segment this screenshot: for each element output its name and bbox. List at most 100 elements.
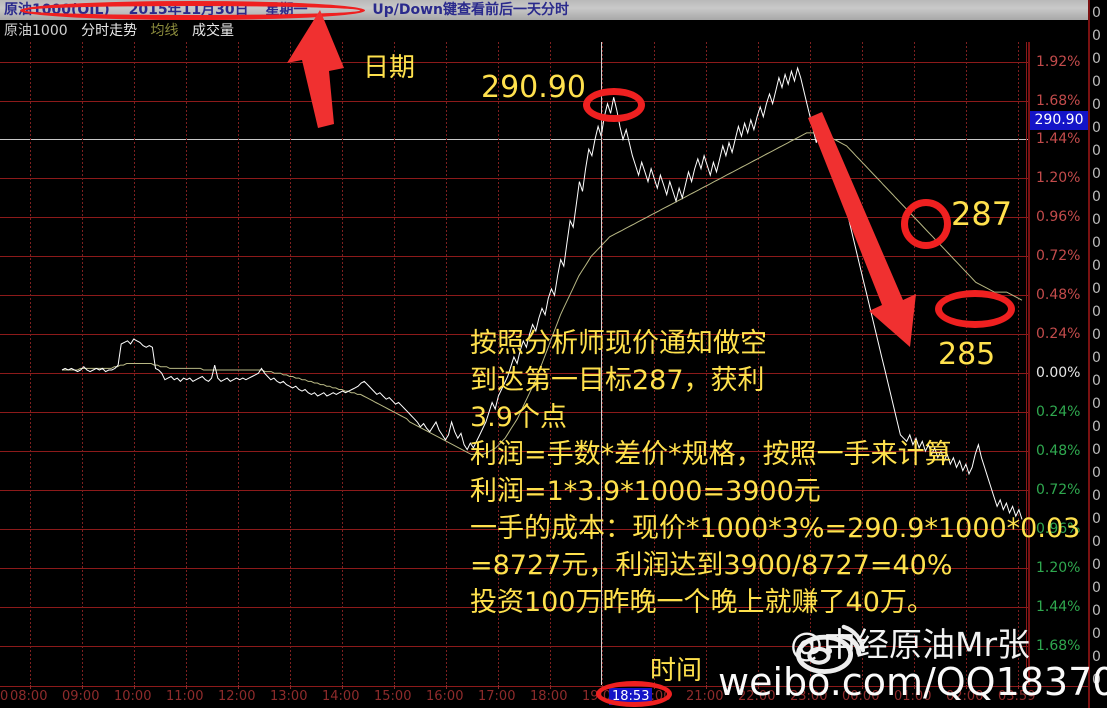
title-hint: Up/Down键查看前后一天分时 bbox=[372, 2, 570, 18]
time-tick bbox=[966, 685, 967, 689]
time-axis-label: 00:00 bbox=[842, 689, 880, 704]
time-tick bbox=[498, 685, 499, 689]
edge-digit: 0 bbox=[1092, 28, 1101, 44]
gridline bbox=[0, 100, 1028, 102]
time-axis-label: 16:00 bbox=[426, 689, 464, 704]
edge-digit: 0 bbox=[1092, 603, 1101, 619]
annotation-line: 3.9个点 bbox=[470, 402, 567, 433]
time-axis-label: 10:00 bbox=[114, 689, 152, 704]
edge-digit: 0 bbox=[1092, 258, 1101, 274]
gridline-vertical bbox=[550, 42, 551, 685]
time-axis-label: 15:00 bbox=[374, 689, 412, 704]
time-tick bbox=[290, 685, 291, 689]
edge-digit: 0 bbox=[1092, 5, 1101, 21]
watermark-url: weibo.com/QQ183701152 bbox=[718, 660, 1107, 704]
price-axis-label: 1.68% bbox=[1036, 638, 1081, 654]
price-axis-label: 1.92% bbox=[1036, 53, 1081, 70]
price-axis-label: 0.96% bbox=[1036, 209, 1081, 226]
edge-digit: 0 bbox=[1092, 419, 1101, 435]
plot-right-edge bbox=[1026, 42, 1027, 685]
info-volume-toggle[interactable]: 成交量 bbox=[192, 23, 234, 39]
time-tick bbox=[342, 685, 343, 689]
annotation-line: 一手的成本：现价*1000*3%=290.9*1000*0.03 bbox=[470, 513, 1081, 544]
price-axis-label: 1.20% bbox=[1036, 170, 1081, 187]
gridline-vertical bbox=[446, 42, 447, 685]
gridline-vertical bbox=[862, 42, 863, 685]
price-axis-label: 0.72% bbox=[1036, 482, 1081, 499]
info-ma-toggle[interactable]: 均线 bbox=[150, 23, 179, 39]
annotation-explanation-block: 按照分析师现价通知做空 到达第一目标287，获利 3.9个点 利润=手数*差价*… bbox=[470, 325, 1080, 621]
gridline-vertical bbox=[810, 42, 811, 685]
annotation-date-label: 日期 bbox=[363, 53, 416, 83]
price-axis-label: 1.44% bbox=[1036, 599, 1081, 616]
price-axis-label: 1.20% bbox=[1036, 560, 1081, 577]
gridline bbox=[0, 256, 1028, 258]
annotation-line: 投资100万昨晚一个晚上就赚了40万。 bbox=[470, 587, 934, 618]
price-axis-label: 1.44% bbox=[1036, 131, 1081, 148]
gridline bbox=[0, 490, 1028, 492]
price-axis-label: 0.48% bbox=[1036, 287, 1081, 304]
annotation-line: 利润=手数*差价*规格，按照一手来计算 bbox=[470, 439, 952, 470]
edge-digit: 0 bbox=[1092, 465, 1101, 481]
edge-digit: 0 bbox=[1092, 97, 1101, 113]
gridline bbox=[0, 61, 1028, 63]
edge-digit: 0 bbox=[1092, 143, 1101, 159]
gridline bbox=[0, 295, 1028, 297]
edge-digit: 0 bbox=[1092, 580, 1101, 596]
price-chart-plot[interactable] bbox=[0, 42, 1028, 685]
time-axis-label: 02:00 bbox=[946, 689, 984, 704]
edge-digit: 0 bbox=[1092, 350, 1101, 366]
time-tick bbox=[550, 685, 551, 689]
time-axis-label: 12:00 bbox=[218, 689, 256, 704]
edge-digit: 0 bbox=[1092, 166, 1101, 182]
edge-digit: 0 bbox=[1092, 442, 1101, 458]
gridline-vertical bbox=[966, 42, 967, 685]
annotation-circle-287 bbox=[901, 199, 951, 249]
edge-digit: 0 bbox=[1092, 511, 1101, 527]
edge-digit: 0 bbox=[1092, 649, 1101, 665]
price-axis-label: 0.72% bbox=[1036, 248, 1081, 265]
gridline-vertical bbox=[394, 42, 395, 685]
time-axis-label: 17:00 bbox=[478, 689, 516, 704]
time-tick bbox=[1018, 685, 1019, 689]
annotation-time-label: 时间 bbox=[650, 656, 703, 686]
gridline-vertical bbox=[1018, 42, 1019, 685]
gridline bbox=[0, 529, 1028, 531]
time-tick bbox=[134, 685, 135, 689]
time-tick bbox=[706, 685, 707, 689]
gridline-vertical bbox=[82, 42, 83, 685]
time-axis-label: 0 bbox=[0, 689, 9, 704]
crosshair-vertical bbox=[601, 42, 602, 685]
gridline bbox=[0, 334, 1028, 336]
gridline-vertical bbox=[30, 42, 31, 685]
time-tick bbox=[914, 685, 915, 689]
gridline bbox=[0, 646, 1028, 647]
watermark-handle: @中经原油Mr张 bbox=[790, 625, 1031, 664]
edge-digit: 0 bbox=[1092, 672, 1101, 688]
edge-digit: 0 bbox=[1092, 304, 1101, 320]
edge-digit: 0 bbox=[1092, 557, 1101, 573]
price-axis-label: 0.00% bbox=[1036, 365, 1081, 382]
edge-digit: 0 bbox=[1092, 51, 1101, 67]
time-tick bbox=[862, 685, 863, 689]
time-axis-label: 09:00 bbox=[62, 689, 100, 704]
time-axis-label: 11:00 bbox=[166, 689, 204, 704]
time-tick bbox=[810, 685, 811, 689]
time-axis-label: 08:00 bbox=[10, 689, 48, 704]
time-axis-label: 14:00 bbox=[322, 689, 360, 704]
gridline bbox=[0, 373, 1028, 375]
annotation-line: 到达第一目标287，获利 bbox=[470, 365, 765, 396]
annotation-circle-285 bbox=[935, 290, 1015, 328]
annotation-target-287: 287 bbox=[951, 195, 1013, 233]
gridline-vertical bbox=[498, 42, 499, 685]
gridline-vertical bbox=[914, 42, 915, 685]
edge-digit: 0 bbox=[1092, 212, 1101, 228]
price-axis-label: 0.24% bbox=[1036, 326, 1081, 343]
info-view-mode[interactable]: 分时走势 bbox=[81, 23, 138, 39]
edge-digit: 0 bbox=[1092, 74, 1101, 90]
edge-data-column: 0 0 0 0 0 0 0 0 0 0 0 0 0 0 0 0 0 0 0 0 0 0 0 0 0 0 0 0 0 0 bbox=[1088, 0, 1107, 708]
edge-digit: 0 bbox=[1092, 235, 1101, 251]
gridline-vertical bbox=[186, 42, 187, 685]
current-price-tag: 290.90 bbox=[1030, 110, 1088, 130]
gridline bbox=[0, 568, 1028, 570]
